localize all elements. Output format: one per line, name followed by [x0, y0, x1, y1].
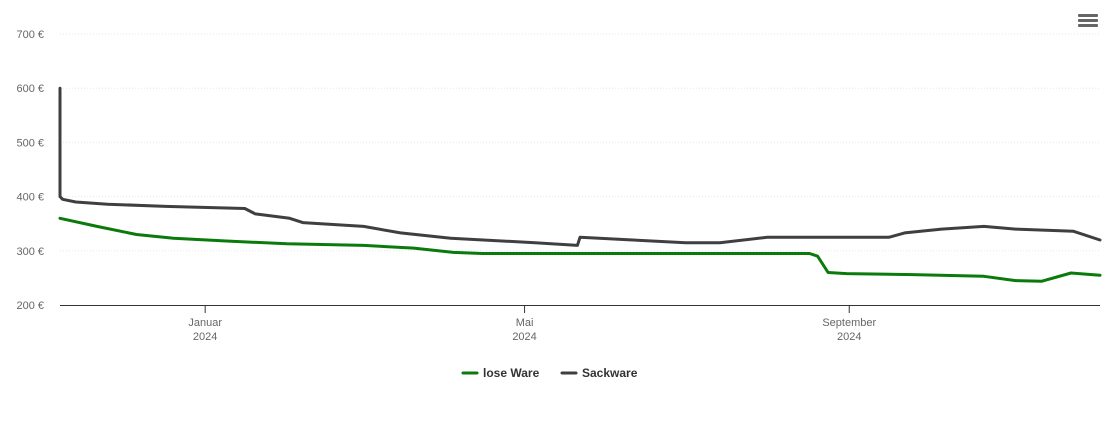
y-tick-label: 300 €: [16, 246, 44, 258]
x-tick-year: 2024: [512, 331, 536, 343]
menu-icon-bar: [1078, 24, 1098, 27]
y-tick-label: 600 €: [16, 83, 44, 95]
y-tick-label: 400 €: [16, 192, 44, 204]
legend-label: Sackware: [582, 366, 638, 380]
x-axis: Januar 2024 Mai 2024 September 2024: [188, 305, 876, 343]
grid-lines: [60, 33, 1100, 252]
x-tick-year: 2024: [193, 331, 217, 343]
legend-label: lose Ware: [483, 366, 540, 380]
series-line-lose-ware: [58, 216, 1102, 283]
series-line-sackware: [58, 86, 1102, 247]
menu-icon-bar: [1078, 19, 1098, 22]
y-tick-label: 700 €: [16, 29, 44, 41]
x-tick-month: Januar: [188, 317, 222, 329]
x-tick-month: September: [822, 317, 876, 329]
y-tick-label: 500 €: [16, 137, 44, 149]
series-lines: [58, 86, 1102, 283]
chart-menu-button[interactable]: [1078, 12, 1098, 30]
y-tick-label: 200 €: [16, 300, 44, 312]
y-axis: 200 € 300 € 400 € 500 € 600 € 700 €: [16, 29, 44, 312]
legend: lose Ware Sackware: [461, 366, 638, 380]
x-tick-year: 2024: [837, 331, 861, 343]
menu-icon-bar: [1078, 14, 1098, 17]
x-tick-month: Mai: [516, 317, 534, 329]
